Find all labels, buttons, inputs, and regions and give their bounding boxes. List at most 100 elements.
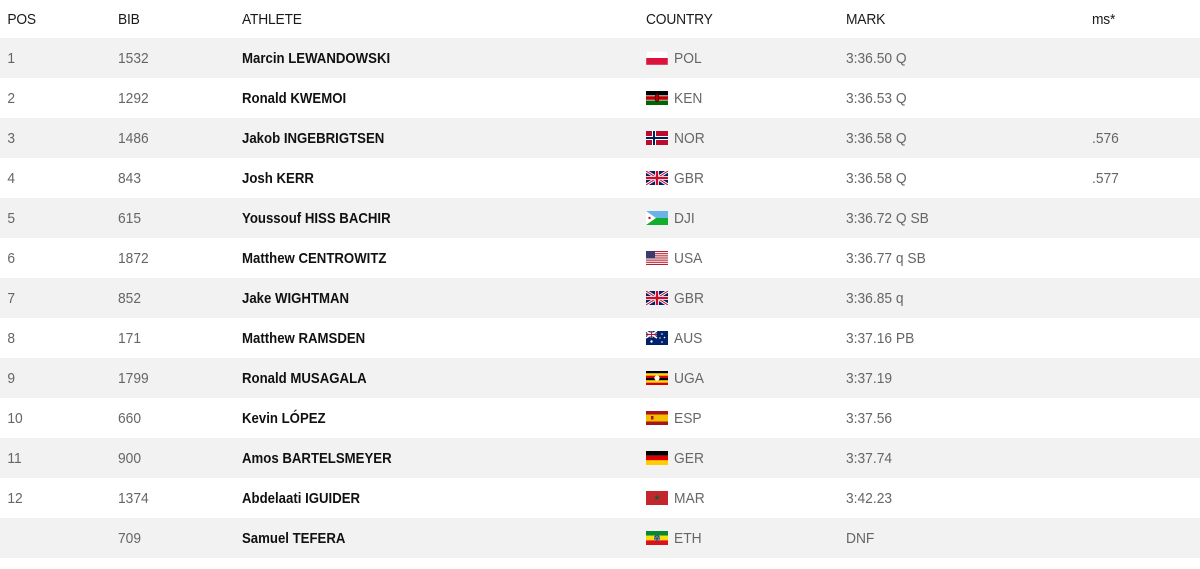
pos-cell: 3 (7, 129, 16, 147)
mark-cell: 3:36.77 q SB (846, 249, 926, 267)
table-row: 5 615 Youssouf HISS BACHIR DJI 3:36.72 Q… (0, 198, 1200, 238)
country-cell: ETH (646, 530, 846, 547)
country-code: MAR (674, 489, 705, 507)
bib-cell: 709 (118, 529, 142, 547)
country-code: NOR (674, 129, 705, 147)
country-code: USA (674, 249, 703, 267)
athlete-name[interactable]: Abdelaati IGUIDER (242, 489, 361, 507)
header-mark: MARK (846, 10, 886, 28)
mark-cell: 3:36.58 Q (846, 129, 907, 147)
country-cell: GBR (646, 290, 846, 307)
table-row: 7 852 Jake WIGHTMAN GBR 3:36.85 q (0, 278, 1200, 318)
athlete-name[interactable]: Kevin LÓPEZ (242, 409, 326, 427)
flag-eth-icon (646, 531, 668, 545)
flag-aus-icon (646, 331, 668, 345)
athlete-name[interactable]: Matthew RAMSDEN (242, 329, 366, 347)
pos-cell: 5 (7, 209, 16, 227)
mark-cell: 3:42.23 (846, 489, 893, 507)
country-cell: ESP (646, 410, 846, 427)
athlete-name[interactable]: Jakob INGEBRIGTSEN (242, 129, 385, 147)
pos-cell: 7 (7, 289, 16, 307)
athlete-name[interactable]: Amos BARTELSMEYER (242, 449, 392, 467)
flag-dji-icon (646, 211, 668, 225)
pos-cell: 8 (7, 329, 16, 347)
flag-ken-icon (646, 91, 668, 105)
athlete-name[interactable]: Matthew CENTROWITZ (242, 249, 387, 267)
flag-ger-icon (646, 451, 668, 465)
header-country: COUNTRY (646, 10, 713, 28)
table-row: 2 1292 Ronald KWEMOI KEN 3:36.53 Q (0, 78, 1200, 118)
table-row: 6 1872 Matthew CENTROWITZ USA 3:36.77 q … (0, 238, 1200, 278)
mark-cell: 3:37.16 PB (846, 329, 915, 347)
bib-cell: 171 (118, 329, 142, 347)
mark-cell: 3:36.72 Q SB (846, 209, 929, 227)
country-cell: UGA (646, 370, 846, 387)
flag-uga-icon (646, 371, 668, 385)
athlete-name[interactable]: Samuel TEFERA (242, 529, 346, 547)
athlete-name[interactable]: Ronald MUSAGALA (242, 369, 367, 387)
mark-cell: 3:37.19 (846, 369, 893, 387)
country-code: GBR (674, 169, 704, 187)
athlete-name[interactable]: Marcin LEWANDOWSKI (242, 49, 391, 67)
flag-esp-icon (646, 411, 668, 425)
country-code: AUS (674, 329, 703, 347)
flag-pol-icon (646, 51, 668, 65)
country-cell: MAR (646, 490, 846, 507)
mark-cell: 3:36.50 Q (846, 49, 907, 67)
bib-cell: 852 (118, 289, 142, 307)
athlete-name[interactable]: Youssouf HISS BACHIR (242, 209, 391, 227)
bib-cell: 1486 (118, 129, 149, 147)
bib-cell: 1532 (118, 49, 149, 67)
table-row: 709 Samuel TEFERA ETH DNF (0, 518, 1200, 558)
bib-cell: 1799 (118, 369, 149, 387)
mark-cell: 3:37.74 (846, 449, 893, 467)
mark-cell: 3:36.85 q (846, 289, 904, 307)
pos-cell: 4 (7, 169, 16, 187)
pos-cell: 11 (7, 449, 22, 467)
flag-mar-icon (646, 491, 668, 505)
table-row: 1 1532 Marcin LEWANDOWSKI POL 3:36.50 Q (0, 38, 1200, 78)
bib-cell: 1292 (118, 89, 149, 107)
table-header: POS BIB ATHLETE COUNTRY MARK ms* (0, 0, 1200, 38)
pos-cell: 9 (7, 369, 16, 387)
country-code: KEN (674, 89, 703, 107)
header-bib: BIB (118, 10, 140, 28)
table-row: 12 1374 Abdelaati IGUIDER MAR 3:42.23 (0, 478, 1200, 518)
pos-cell: 6 (7, 249, 16, 267)
bib-cell: 843 (118, 169, 142, 187)
table-row: 3 1486 Jakob INGEBRIGTSEN NOR 3:36.58 Q … (0, 118, 1200, 158)
flag-gbr-icon (646, 171, 668, 185)
pos-cell: 2 (7, 89, 16, 107)
table-body: 1 1532 Marcin LEWANDOWSKI POL 3:36.50 Q … (0, 38, 1200, 558)
country-cell: GBR (646, 170, 846, 187)
bib-cell: 615 (118, 209, 142, 227)
country-cell: POL (646, 50, 846, 67)
header-athlete: ATHLETE (242, 10, 302, 28)
mark-cell: 3:37.56 (846, 409, 893, 427)
athlete-name[interactable]: Jake WIGHTMAN (242, 289, 350, 307)
table-row: 8 171 Matthew RAMSDEN AUS 3:37.16 PB (0, 318, 1200, 358)
country-code: ETH (674, 529, 702, 547)
mark-cell: 3:36.58 Q (846, 169, 907, 187)
flag-usa-icon (646, 251, 668, 265)
bib-cell: 1374 (118, 489, 149, 507)
athlete-name[interactable]: Josh KERR (242, 169, 314, 187)
table-row: 4 843 Josh KERR GBR 3:36.58 Q .577 (0, 158, 1200, 198)
country-cell: AUS (646, 330, 846, 347)
header-pos: POS (7, 10, 36, 28)
country-cell: DJI (646, 210, 846, 227)
table-row: 11 900 Amos BARTELSMEYER GER 3:37.74 (0, 438, 1200, 478)
country-cell: USA (646, 250, 846, 267)
mark-cell: 3:36.53 Q (846, 89, 907, 107)
country-code: UGA (674, 369, 704, 387)
country-code: GER (674, 449, 704, 467)
athlete-name[interactable]: Ronald KWEMOI (242, 89, 347, 107)
flag-nor-icon (646, 131, 668, 145)
pos-cell: 10 (7, 409, 23, 427)
ms-cell: .577 (1092, 169, 1119, 187)
mark-cell: DNF (846, 529, 875, 547)
flag-gbr-icon (646, 291, 668, 305)
country-code: DJI (674, 209, 695, 227)
country-cell: GER (646, 450, 846, 467)
table-row: 9 1799 Ronald MUSAGALA UGA 3:37.19 (0, 358, 1200, 398)
